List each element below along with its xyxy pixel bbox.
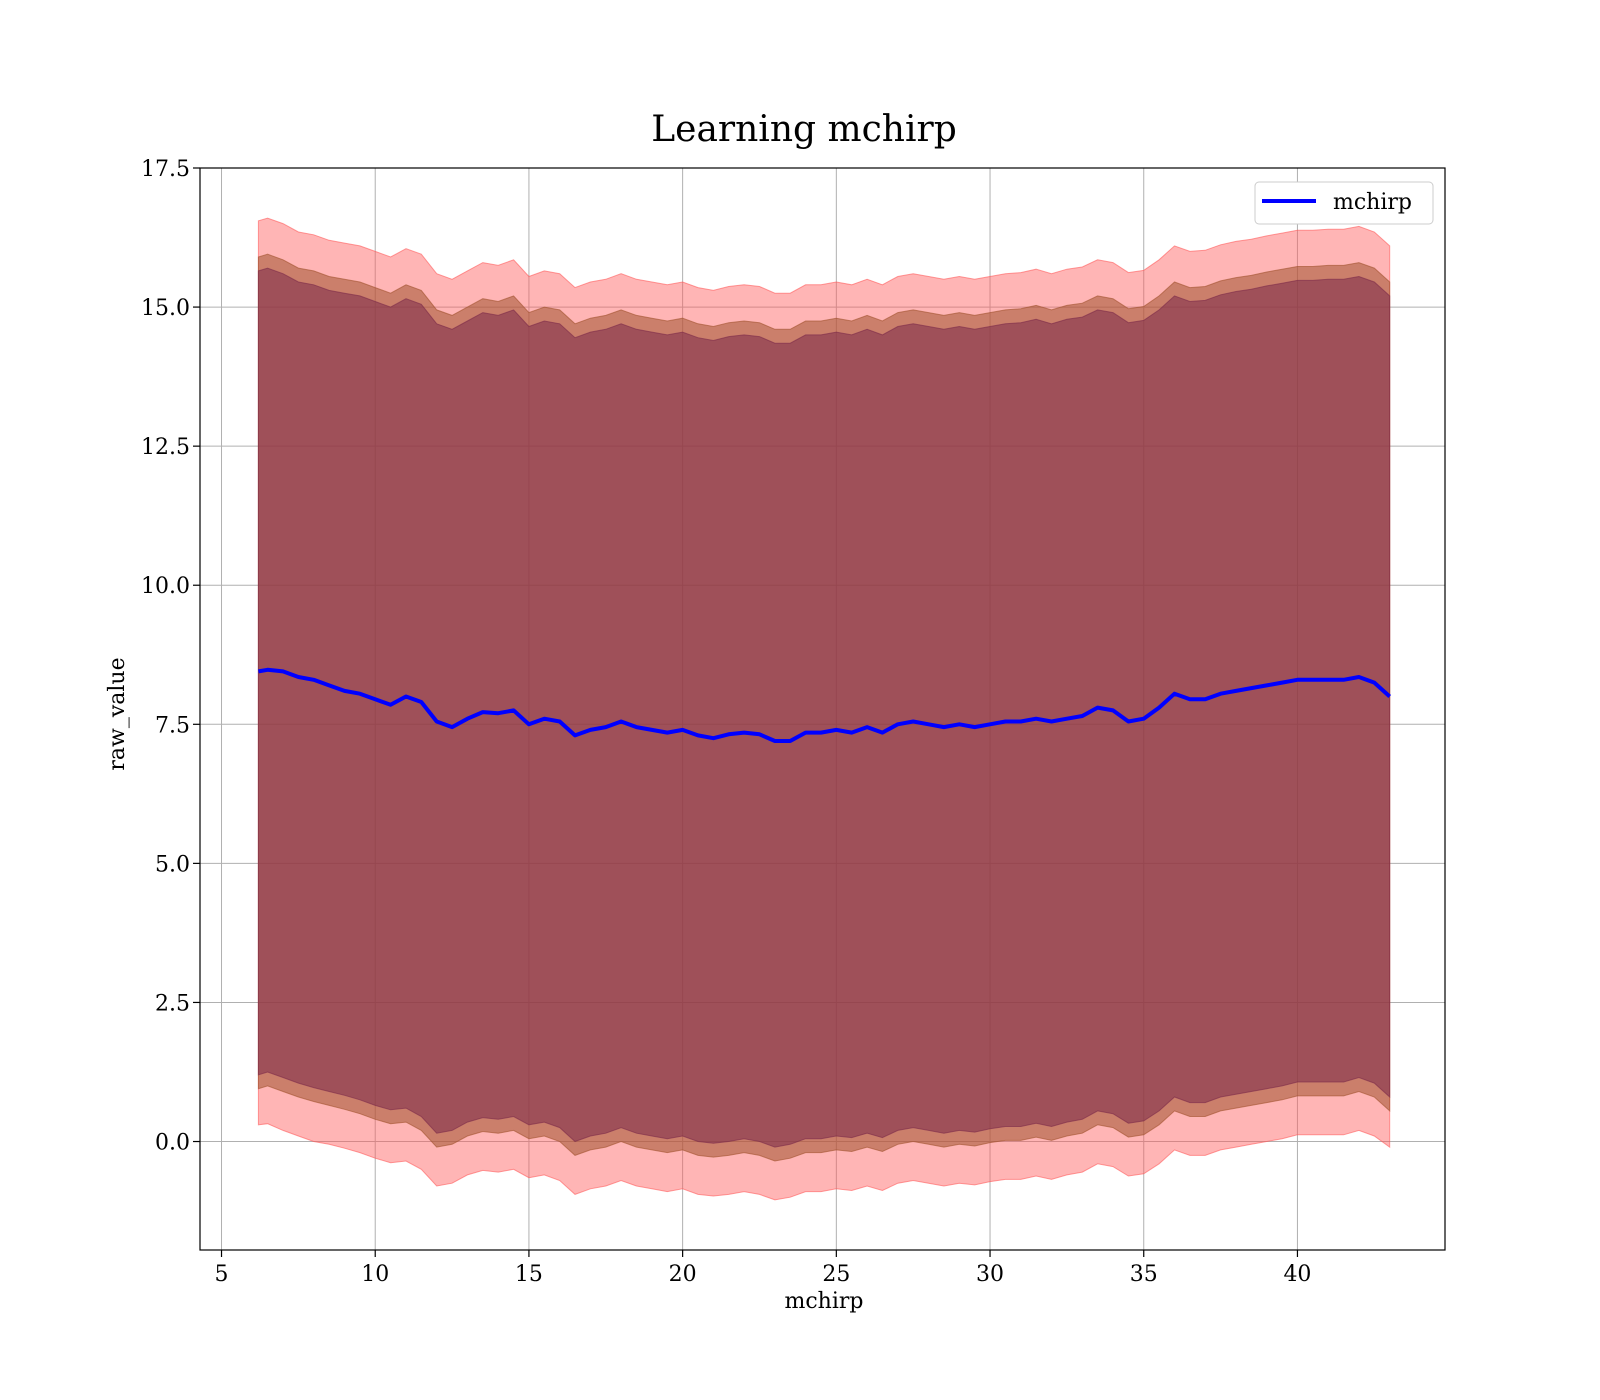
chart-title: Learning mchirp: [651, 109, 957, 150]
x-tick-label: 20: [669, 1262, 697, 1287]
x-tick-label: 10: [361, 1262, 389, 1287]
y-tick-label: 15.0: [141, 296, 190, 321]
series-lines: [258, 667, 1392, 743]
y-tick-label: 2.5: [155, 991, 190, 1016]
legend-label-mchirp: mchirp: [1333, 190, 1412, 215]
confidence-bands: [257, 217, 1391, 1201]
y-tick-label: 10.0: [141, 574, 190, 599]
x-tick-label: 5: [215, 1262, 229, 1287]
y-tick-label: 7.5: [155, 713, 190, 738]
y-tick-label: 12.5: [141, 435, 190, 460]
y-axis-label: raw_value: [105, 657, 130, 770]
x-tick-label: 30: [976, 1262, 1004, 1287]
x-tick-label: 15: [515, 1262, 543, 1287]
x-tick-label: 40: [1283, 1262, 1311, 1287]
x-axis: 5 10 15 20 25 30 35 40: [215, 1250, 1311, 1287]
legend-box: [1254, 181, 1434, 225]
y-tick-label: 5.0: [155, 852, 190, 877]
x-tick-label: 25: [822, 1262, 850, 1287]
x-axis-label: mchirp: [785, 1289, 864, 1314]
confidence-band-3: [257, 267, 1391, 1148]
series-line-mchirp: [258, 667, 1392, 743]
legend: mchirp: [1254, 181, 1434, 225]
y-tick-label: 17.5: [141, 157, 190, 182]
x-tick-label: 35: [1130, 1262, 1158, 1287]
y-tick-label: 0.0: [155, 1131, 190, 1156]
y-axis: 0.0 2.5 5.0 7.5 10.0 12.5 15.0 17.5: [141, 157, 200, 1156]
plot-frame: [199, 167, 1446, 1251]
